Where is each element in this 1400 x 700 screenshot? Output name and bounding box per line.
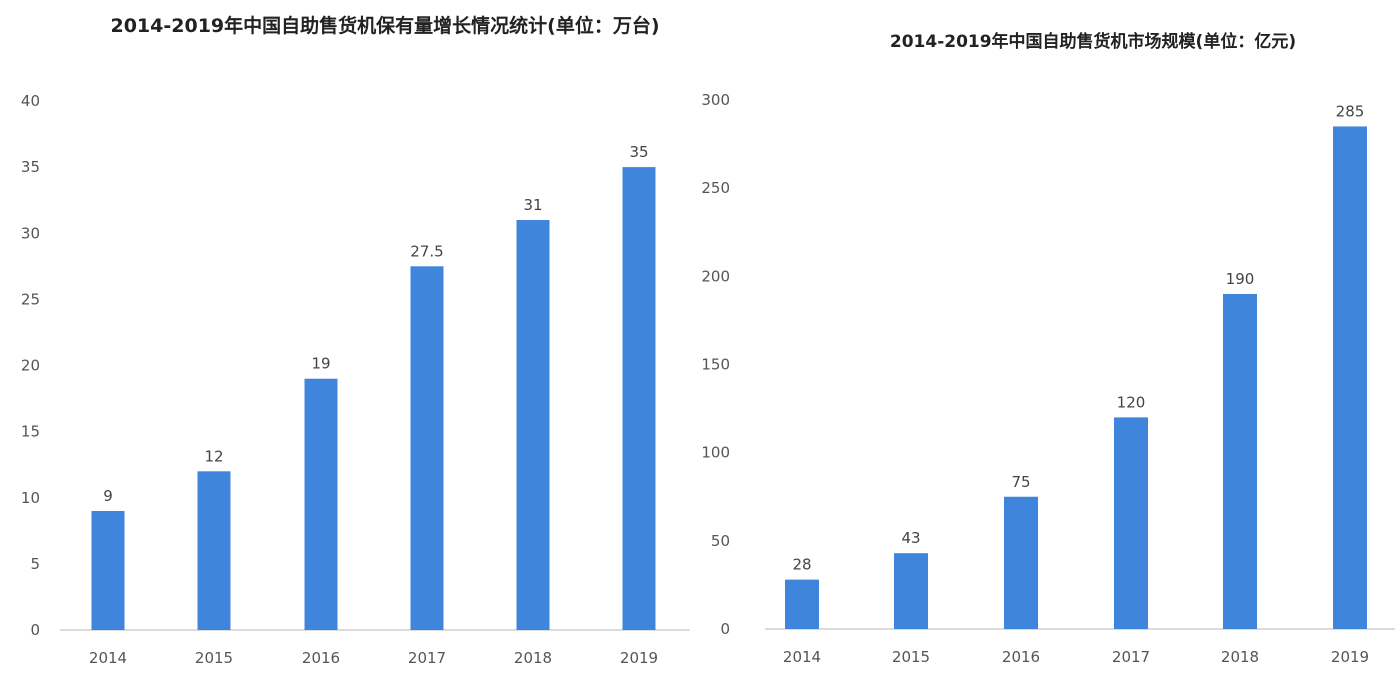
data-label: 31 [523,196,542,214]
y-tick-label: 40 [21,92,40,110]
y-tick-label: 25 [21,290,40,308]
data-label: 190 [1226,270,1255,288]
data-label: 27.5 [410,242,443,260]
x-tick-label: 2016 [1002,648,1040,666]
data-label: 19 [311,355,330,373]
bar-2019 [1333,126,1367,629]
x-tick-label: 2015 [892,648,930,666]
bar-2018 [516,220,550,630]
bar-2017 [1114,417,1148,629]
x-tick-label: 2014 [89,649,127,667]
bar-2015 [197,471,231,630]
x-tick-label: 2017 [408,649,446,667]
x-tick-label: 2014 [783,648,821,666]
data-label: 35 [629,143,648,161]
bar-2017 [410,266,444,630]
data-label: 43 [901,529,920,547]
data-label: 75 [1011,473,1030,491]
y-tick-label: 100 [701,444,730,462]
y-tick-label: 5 [30,555,40,573]
y-tick-label: 30 [21,224,40,242]
chart-title: 2014-2019年中国自助售货机保有量增长情况统计(单位：万台) [110,14,659,37]
y-tick-label: 35 [21,158,40,176]
data-label: 28 [792,556,811,574]
y-tick-label: 250 [701,179,730,197]
y-tick-label: 300 [701,91,730,109]
bar-2016 [304,378,338,630]
bar-2019 [622,167,656,630]
y-tick-label: 50 [711,532,730,550]
bar-2014 [785,579,819,629]
y-tick-label: 0 [30,621,40,639]
x-tick-label: 2019 [1331,648,1369,666]
bar-2016 [1004,496,1038,629]
y-tick-label: 200 [701,267,730,285]
x-tick-label: 2018 [1221,648,1259,666]
bar-2014 [91,510,125,630]
x-tick-label: 2017 [1112,648,1150,666]
data-label: 285 [1336,102,1365,120]
data-label: 120 [1117,393,1146,411]
y-tick-label: 0 [720,620,730,638]
x-tick-label: 2019 [620,649,658,667]
x-tick-label: 2015 [195,649,233,667]
bar-2018 [1223,293,1257,629]
x-tick-label: 2018 [514,649,552,667]
y-tick-label: 20 [21,357,40,375]
x-tick-label: 2016 [302,649,340,667]
chart-title: 2014-2019年中国自助售货机市场规模(单位：亿元) [890,31,1296,52]
y-tick-label: 150 [701,356,730,374]
data-label: 12 [204,447,223,465]
y-tick-label: 10 [21,489,40,507]
bar-2015 [894,553,928,629]
data-label: 9 [103,487,113,505]
y-tick-label: 15 [21,423,40,441]
